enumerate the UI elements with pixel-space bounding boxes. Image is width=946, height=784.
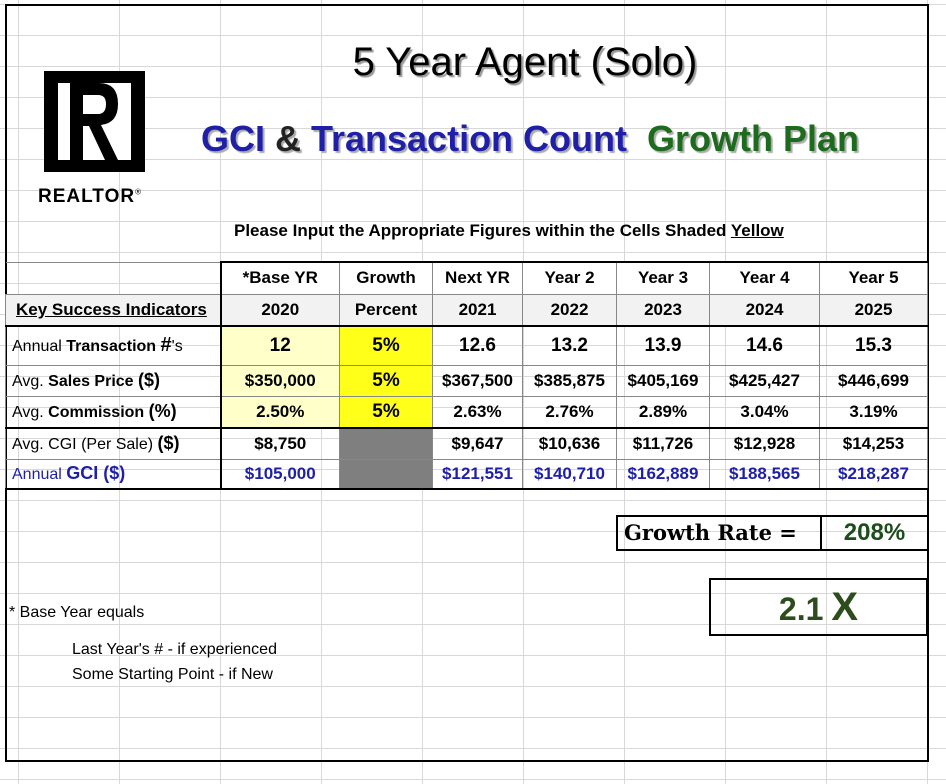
disabled-cell — [339, 427, 433, 460]
input-instruction: Please Input the Appropriate Figures wit… — [234, 221, 784, 240]
transactions-growth-input[interactable]: 5% — [339, 325, 433, 366]
table-cell: $14,253 — [819, 427, 928, 460]
growth-rate-value: 208% — [820, 515, 929, 551]
table-cell: $188,565 — [709, 458, 820, 490]
header-year-3: Year 3 — [616, 261, 710, 295]
table-cell: $446,699 — [819, 364, 928, 397]
growth-rate-label: Growth Rate = — [616, 515, 820, 551]
row-label: Avg. CGI (Per Sale) ($) — [5, 427, 221, 460]
table-cell: 15.3 — [819, 325, 928, 366]
table-cell: $9,647 — [432, 427, 523, 460]
table-cell: $121,551 — [432, 458, 523, 490]
table-row: Avg. Sales Price ($) $350,000 5% $367,50… — [5, 364, 928, 397]
table-cell: 13.9 — [616, 325, 710, 366]
growth-plan-table: *Base YR Growth Next YR Year 2 Year 3 Ye… — [5, 261, 928, 490]
table-cell: $385,875 — [522, 364, 617, 397]
table-row: Avg. Commission (%) 2.50% 5% 2.63% 2.76%… — [5, 395, 928, 429]
base-sales-price-input[interactable]: $350,000 — [219, 364, 340, 397]
table-cell: 2.76% — [522, 395, 617, 429]
growth-multiplier: 2.1 X — [709, 578, 928, 636]
header-2023: 2023 — [616, 293, 710, 327]
sales-price-growth-input[interactable]: 5% — [339, 364, 433, 397]
header-2020: 2020 — [219, 293, 340, 327]
header-2021: 2021 — [432, 293, 523, 327]
table-cell: $12,928 — [709, 427, 820, 460]
base-year-note: * Base Year equals — [9, 604, 145, 621]
row-label: Annual GCI ($) — [5, 458, 221, 490]
header-growth: Growth — [339, 261, 433, 295]
header-year-2: Year 2 — [522, 261, 617, 295]
table-cell: 2.89% — [616, 395, 710, 429]
table-row: Annual Transaction #'s 12 5% 12.6 13.2 1… — [5, 325, 928, 366]
table-row: Avg. CGI (Per Sale) ($) $8,750 $9,647 $1… — [5, 427, 928, 460]
table-cell: $8,750 — [219, 427, 340, 460]
table-cell: 3.04% — [709, 395, 820, 429]
page-subtitle: GCI & Transaction Count Growth Plan — [200, 118, 860, 159]
table-cell: $162,889 — [616, 458, 710, 490]
table-cell: 13.2 — [522, 325, 617, 366]
table-cell: $425,427 — [709, 364, 820, 397]
commission-growth-input[interactable]: 5% — [339, 395, 433, 429]
table-cell: 14.6 — [709, 325, 820, 366]
page-title: 5 Year Agent (Solo) — [352, 40, 698, 84]
realtor-logo-text: REALTOR® — [38, 186, 142, 207]
table-cell: $11,726 — [616, 427, 710, 460]
table-row: Annual GCI ($) $105,000 $121,551 $140,71… — [5, 458, 928, 490]
header-2025: 2025 — [819, 293, 928, 327]
realtor-r-logo-icon — [44, 71, 145, 172]
table-cell: 2.63% — [432, 395, 523, 429]
note-line-new: Some Starting Point - if New — [72, 666, 273, 683]
table-cell: $10,636 — [522, 427, 617, 460]
header-year-4: Year 4 — [709, 261, 820, 295]
row-label: Annual Transaction #'s — [5, 325, 221, 366]
table-cell: $105,000 — [219, 458, 340, 490]
table-cell: $218,287 — [819, 458, 928, 490]
base-transactions-input[interactable]: 12 — [219, 325, 340, 366]
disabled-cell — [339, 458, 433, 490]
table-cell: 3.19% — [819, 395, 928, 429]
note-line-experienced: Last Year's # - if experienced — [72, 641, 277, 658]
table-cell: $140,710 — [522, 458, 617, 490]
key-success-indicators-label: Key Success Indicators — [5, 293, 221, 327]
header-next-year: Next YR — [432, 261, 523, 295]
header-2024: 2024 — [709, 293, 820, 327]
table-cell: $367,500 — [432, 364, 523, 397]
header-percent: Percent — [339, 293, 433, 327]
row-label: Avg. Commission (%) — [5, 395, 221, 429]
header-2022: 2022 — [522, 293, 617, 327]
header-base-year: *Base YR — [219, 261, 340, 295]
base-commission-input[interactable]: 2.50% — [219, 395, 340, 429]
header-year-5: Year 5 — [819, 261, 928, 295]
table-cell: 12.6 — [432, 325, 523, 366]
row-label: Avg. Sales Price ($) — [5, 364, 221, 397]
table-cell: $405,169 — [616, 364, 710, 397]
